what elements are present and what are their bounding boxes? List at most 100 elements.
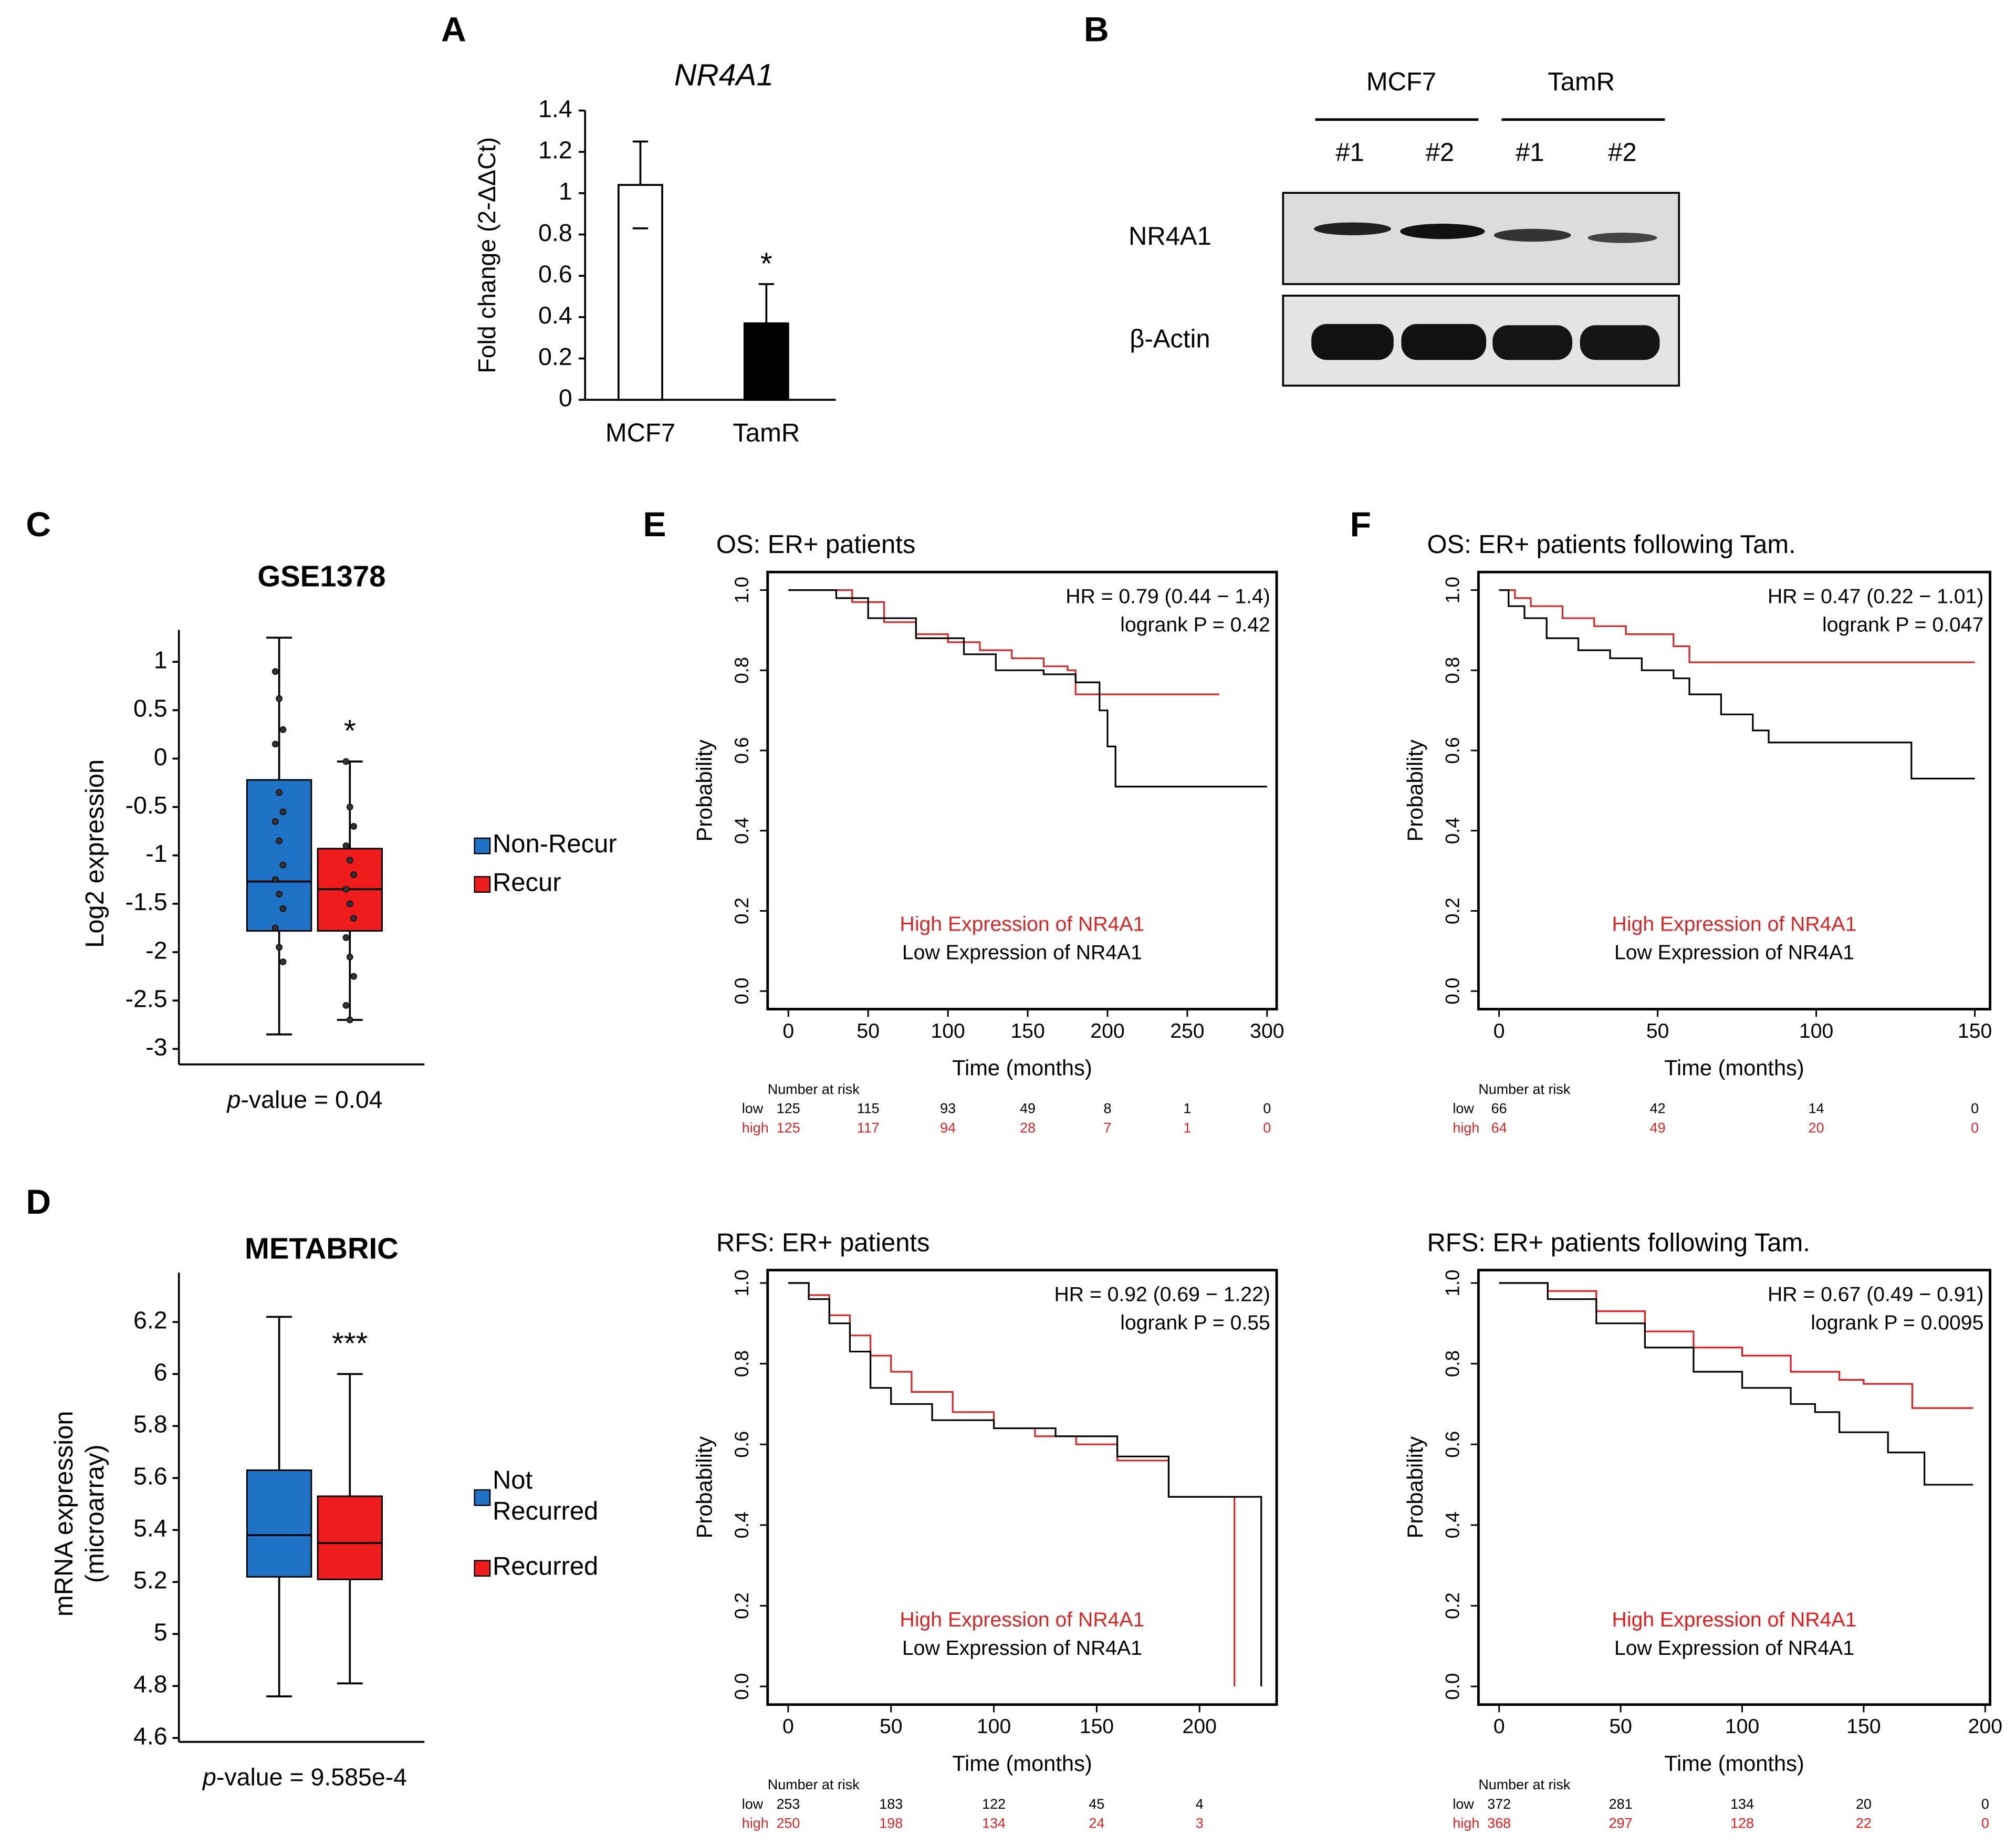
legend-label: Low Expression of NR4A1	[1614, 1637, 1854, 1660]
x-axis-label: Time (months)	[1664, 1751, 1804, 1776]
risk-title: Number at risk	[768, 1081, 860, 1097]
legend-label: Recur	[492, 869, 561, 898]
group-label: MCF7	[1366, 68, 1436, 96]
lane-label: #2	[1608, 139, 1636, 167]
legend-swatch	[474, 837, 491, 854]
p-italic: p	[226, 1086, 241, 1113]
legend-label: Low Expression of NR4A1	[902, 1637, 1142, 1660]
y-tick-label: 0.4	[1442, 817, 1464, 844]
y-tick-label: 0.0	[1442, 1673, 1464, 1700]
lane-label: #2	[1426, 139, 1454, 167]
legend-label: Low Expression of NR4A1	[902, 942, 1142, 964]
x-tick-label: 50	[1609, 1715, 1632, 1738]
y-tick-label: 1.0	[731, 1269, 753, 1296]
x-tick-label: 150	[1958, 1020, 1992, 1042]
y-tick-label: 5.4	[133, 1515, 168, 1542]
chart-title: RFS: ER+ patients	[716, 1228, 930, 1257]
point	[346, 804, 353, 810]
risk-value: 115	[857, 1101, 880, 1117]
y-axis-label: Probability	[1403, 739, 1427, 841]
logrank-text: logrank P = 0.0095	[1811, 1312, 1983, 1334]
point	[279, 905, 287, 912]
panel-label: A	[441, 11, 466, 49]
hr-text: HR = 0.67 (0.49 − 0.91)	[1768, 1284, 1983, 1306]
x-tick-label: 0	[1493, 1020, 1505, 1042]
logrank-text: logrank P = 0.55	[1120, 1312, 1270, 1334]
legend-label: High Expression of NR4A1	[1612, 913, 1857, 936]
y-tick-label: 0.2	[1442, 1592, 1464, 1619]
risk-value: 1	[1183, 1101, 1191, 1117]
risk-value: 125	[777, 1120, 800, 1135]
y-tick-label: 0.4	[538, 301, 572, 329]
point	[342, 934, 350, 941]
plot-frame	[766, 1268, 1278, 1706]
band	[1587, 233, 1657, 243]
y-tick-label: 0.6	[731, 737, 753, 764]
box	[317, 1495, 383, 1580]
y-tick-label: 0.8	[1442, 1350, 1464, 1377]
y-tick-label: 0.0	[731, 1673, 753, 1700]
risk-value: 183	[879, 1796, 903, 1812]
risk-value: 0	[1981, 1815, 1989, 1831]
legend-swatch	[474, 1560, 491, 1577]
y-axis-label: (microarray)	[81, 1444, 109, 1583]
risk-value: 1	[1183, 1120, 1191, 1135]
point	[276, 944, 283, 951]
legend-text: Recur	[492, 869, 561, 898]
p-value: p-value = 0.04	[226, 1086, 383, 1113]
y-axis-label: Log2 expression	[81, 759, 109, 948]
legend-label: Non-Recur	[493, 830, 617, 859]
risk-row-label: high	[1453, 1815, 1479, 1831]
y-tick-label: 5.8	[133, 1411, 168, 1438]
y-tick-label: 0.8	[731, 1350, 753, 1377]
plot-frame	[1477, 570, 1992, 1010]
risk-value: 66	[1491, 1101, 1507, 1117]
legend-label: Recurred	[493, 1553, 598, 1581]
bar	[743, 322, 789, 401]
y-tick-label: 0	[559, 384, 572, 412]
y-tick-label: 6.2	[133, 1307, 168, 1334]
x-tick-label: 150	[1080, 1715, 1114, 1738]
x-tick-label: 150	[1010, 1020, 1044, 1042]
point	[276, 837, 283, 844]
risk-row-label: low	[742, 1101, 764, 1117]
y-tick-label: 5.6	[133, 1463, 168, 1490]
y-tick-label: -0.5	[126, 791, 168, 819]
x-tick-label: TamR	[733, 419, 800, 447]
risk-value: 0	[1981, 1796, 1989, 1812]
x-tick-label: 300	[1250, 1020, 1284, 1042]
band	[1314, 222, 1391, 235]
point	[350, 871, 357, 878]
y-tick-label: 0.8	[731, 657, 753, 684]
y-tick-label: -2.5	[126, 985, 168, 1012]
legend-label: Not Recurred	[493, 1467, 598, 1526]
risk-value: 4	[1196, 1796, 1204, 1812]
risk-value: 125	[777, 1101, 800, 1117]
panel-label: C	[26, 505, 51, 544]
p-text: -value = 0.04	[241, 1086, 382, 1113]
box	[246, 779, 312, 932]
y-tick-label: 0.4	[1442, 1511, 1464, 1538]
risk-value: 14	[1809, 1101, 1824, 1117]
x-tick-label: 0	[782, 1020, 794, 1042]
point	[271, 668, 279, 675]
annotation: ***	[332, 1327, 368, 1361]
risk-row-label: high	[742, 1815, 769, 1831]
legend-label: High Expression of NR4A1	[900, 913, 1145, 936]
hr-text: HR = 0.47 (0.22 − 1.01)	[1768, 586, 1983, 608]
y-axis-label: Probability	[1403, 1436, 1427, 1538]
point	[279, 808, 287, 816]
point	[350, 973, 357, 980]
y-tick-label: 0.6	[538, 260, 572, 288]
point	[342, 1002, 350, 1009]
point	[346, 857, 353, 864]
chart-title: OS: ER+ patients following Tam.	[1427, 530, 1795, 559]
panel-label: F	[1350, 505, 1371, 544]
risk-value: 49	[1650, 1120, 1666, 1135]
chart-title: GSE1378	[257, 559, 385, 592]
risk-value: 24	[1089, 1815, 1104, 1831]
risk-value: 93	[940, 1101, 956, 1117]
legend-label: High Expression of NR4A1	[1612, 1609, 1857, 1631]
point	[279, 861, 287, 869]
survival-curve	[788, 1282, 1262, 1687]
